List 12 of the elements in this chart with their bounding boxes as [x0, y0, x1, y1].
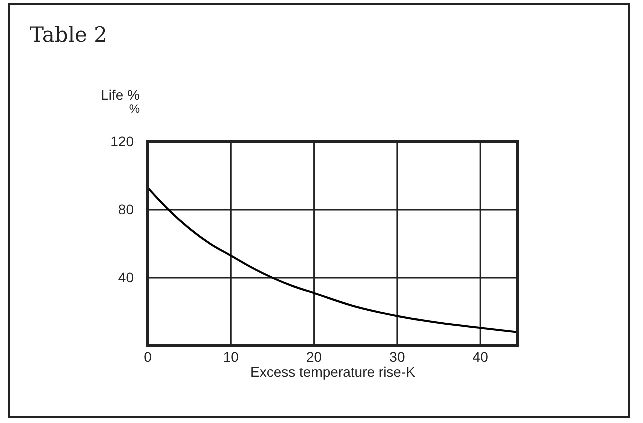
y-axis-title: Life % % [101, 87, 140, 116]
x-tick-label: 0 [144, 348, 152, 365]
chart-title: Table 2 [30, 23, 108, 47]
y-tick-label: 40 [118, 269, 134, 286]
line-series [147, 186, 519, 334]
y-tick-label: 80 [118, 201, 134, 218]
x-tick-label: 30 [390, 348, 406, 365]
x-tick-label: 20 [306, 348, 322, 365]
x-tick-label: 40 [472, 348, 489, 365]
x-axis-title: Excess temperature rise-K [250, 364, 416, 380]
x-tick-label: 10 [223, 348, 240, 365]
y-tick-label: 120 [110, 133, 134, 150]
